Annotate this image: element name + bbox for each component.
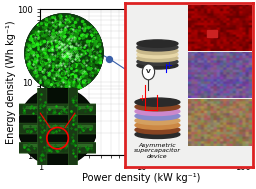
Ellipse shape <box>135 126 180 134</box>
Bar <box>207 30 217 37</box>
Circle shape <box>142 64 155 80</box>
Text: Asymmetric
supercapacitor
device: Asymmetric supercapacitor device <box>134 143 181 159</box>
Y-axis label: Energy density (Wh kg⁻¹): Energy density (Wh kg⁻¹) <box>6 20 16 144</box>
Circle shape <box>18 88 97 166</box>
Text: V: V <box>146 69 151 74</box>
X-axis label: Power density (kW kg⁻¹): Power density (kW kg⁻¹) <box>82 174 201 184</box>
Point <box>87 46 91 49</box>
Point <box>153 84 157 87</box>
FancyBboxPatch shape <box>18 123 97 134</box>
Ellipse shape <box>137 62 178 69</box>
Ellipse shape <box>135 103 180 111</box>
Ellipse shape <box>137 51 178 58</box>
Point <box>73 35 77 38</box>
Ellipse shape <box>135 130 180 139</box>
Text: +: + <box>139 94 145 103</box>
FancyBboxPatch shape <box>18 104 97 115</box>
Ellipse shape <box>137 43 178 51</box>
Ellipse shape <box>137 54 178 62</box>
Point <box>107 57 111 60</box>
Ellipse shape <box>135 98 180 106</box>
Ellipse shape <box>135 112 180 120</box>
Ellipse shape <box>137 40 178 47</box>
Ellipse shape <box>135 116 180 125</box>
Point <box>127 70 131 73</box>
Ellipse shape <box>137 47 178 55</box>
Ellipse shape <box>137 58 178 65</box>
FancyBboxPatch shape <box>38 88 47 166</box>
Circle shape <box>19 88 96 165</box>
Ellipse shape <box>135 107 180 115</box>
FancyBboxPatch shape <box>68 88 78 166</box>
Circle shape <box>24 12 104 93</box>
Circle shape <box>24 13 104 93</box>
Ellipse shape <box>135 121 180 129</box>
FancyBboxPatch shape <box>18 142 97 153</box>
Text: +: + <box>166 61 172 70</box>
